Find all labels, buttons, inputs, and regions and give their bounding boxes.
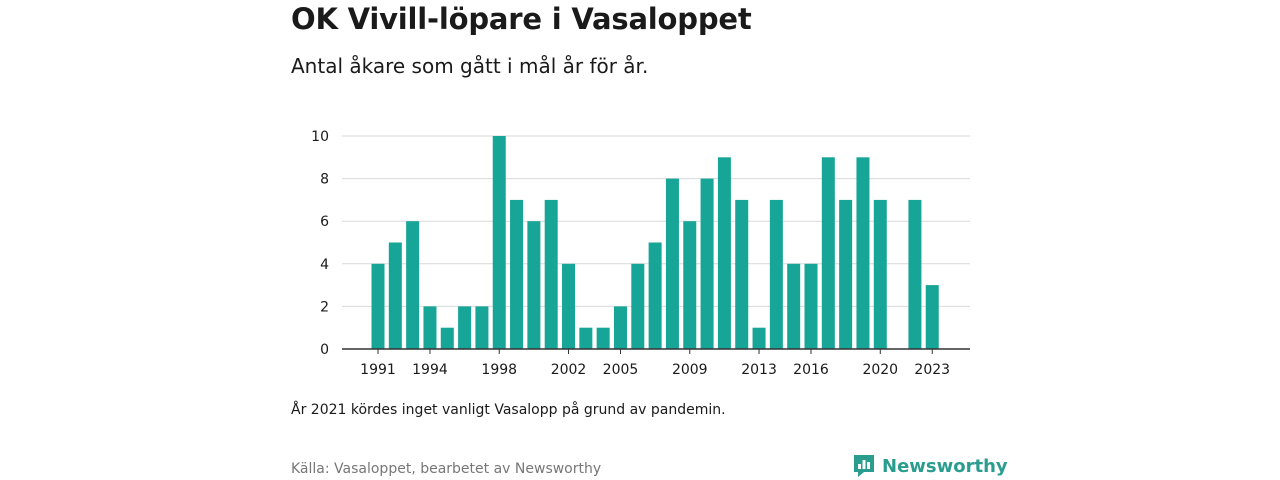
y-tick-label: 10 (311, 129, 329, 145)
x-tick-label: 2013 (741, 362, 777, 378)
x-tick-label: 1998 (481, 362, 517, 378)
y-axis-tick-labels: 0 2 4 6 8 10 (311, 129, 329, 358)
bar-2005 (613, 306, 627, 349)
bars (371, 136, 939, 349)
x-tick-label: 1991 (360, 362, 396, 378)
bar-2022 (908, 199, 922, 349)
x-tick-label: 2020 (862, 362, 898, 378)
x-tick-label: 2002 (551, 362, 587, 378)
chart-title: OK Vivill-löpare i Vasaloppet (291, 2, 752, 36)
bar-2010 (700, 178, 714, 349)
bar-2017 (821, 157, 835, 349)
bar-2020 (873, 199, 887, 349)
newsworthy-logo-icon (854, 455, 874, 477)
bar-2004 (596, 327, 610, 349)
y-tick-label: 2 (320, 299, 329, 315)
bar-2001 (544, 199, 558, 349)
x-tick-label: 2009 (672, 362, 708, 378)
brand-label: Newsworthy (882, 455, 1008, 477)
source-credit: Källa: Vasaloppet, bearbetet av Newswort… (291, 461, 602, 477)
bar-1994 (423, 306, 437, 349)
bar-2016 (804, 263, 818, 349)
x-tick-label: 2023 (914, 362, 950, 378)
bar-2012 (735, 199, 749, 349)
bar-1998 (492, 136, 506, 349)
bar-2015 (787, 263, 801, 349)
bar-2019 (856, 157, 870, 349)
chart-footnote: År 2021 kördes inget vanligt Vasalopp på… (291, 402, 726, 418)
bar-2018 (839, 199, 853, 349)
bar-chart: 0 2 4 6 8 10 1991 1994 1998 2002 2005 2009 2013 2016… (311, 129, 970, 378)
x-tick-label: 1994 (412, 362, 448, 378)
y-tick-label: 8 (320, 172, 329, 188)
bar-2007 (648, 242, 662, 349)
bar-2013 (752, 327, 766, 349)
bar-2002 (562, 263, 576, 349)
bar-1997 (475, 306, 489, 349)
bar-1992 (388, 242, 402, 349)
x-axis-ticks (377, 349, 933, 354)
x-axis-tick-labels: 1991 1994 1998 2002 2005 2009 2013 2016 2020 2023 (360, 362, 950, 378)
bar-2003 (579, 327, 593, 349)
bar-2009 (683, 221, 697, 349)
newsworthy-brand[interactable]: Newsworthy (852, 453, 1008, 479)
chart-subtitle: Antal åkare som gått i mål år för år. (291, 54, 649, 78)
bar-2014 (769, 199, 783, 349)
bar-2011 (717, 157, 731, 349)
y-tick-label: 6 (320, 214, 329, 230)
x-tick-label: 2005 (603, 362, 639, 378)
x-tick-label: 2016 (793, 362, 829, 378)
bar-1999 (510, 199, 524, 349)
bar-1996 (458, 306, 472, 349)
bar-2000 (527, 221, 541, 349)
bar-2023 (925, 285, 939, 349)
bar-2008 (665, 178, 679, 349)
bar-1993 (406, 221, 420, 349)
bar-1991 (371, 263, 385, 349)
bar-1995 (440, 327, 454, 349)
bar-2006 (631, 263, 645, 349)
y-tick-label: 0 (320, 342, 329, 358)
y-tick-label: 4 (320, 257, 329, 273)
